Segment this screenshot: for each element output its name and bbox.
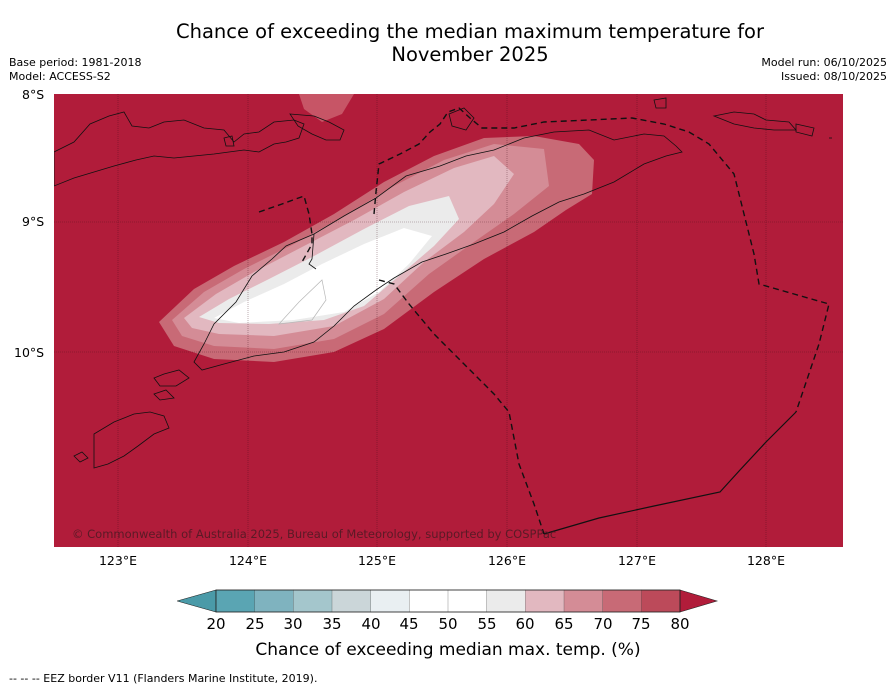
colorbar-bin [215,589,256,613]
issued-date: Issued: 08/10/2025 [780,70,887,83]
colorbar-bins [215,589,681,613]
model-name: Model: ACCESS-S2 [9,70,111,83]
eez-border [258,107,830,535]
coastlines [54,97,832,469]
colorbar-bin [447,589,488,613]
colorbar-tick: 65 [554,615,574,633]
base-period: Base period: 1981-2018 [9,56,142,69]
colorbar-bin [486,589,526,613]
colorbar-frame [215,589,681,613]
colorbar-bin [563,589,604,613]
colorbar-over-arrow [679,589,719,613]
colorbar-tick: 45 [399,615,419,633]
colorbar-bin [254,589,294,613]
colorbar-bin [409,589,449,613]
meta-right: Model run: 06/10/2025 Issued: 08/10/2025 [761,56,887,84]
lon-label-128e: 128°E [746,553,785,568]
lon-label-123e: 123°E [98,553,137,568]
chart-title: Chance of exceeding the median maximum t… [120,20,820,66]
map-panel: © Commonwealth of Australia 2025, Bureau… [54,94,843,547]
colorbar-bin [293,589,333,613]
colorbar-tick: 20 [206,615,226,633]
colorbar-tick: 80 [670,615,690,633]
meta-left: Base period: 1981-2018 Model: ACCESS-S2 [9,56,141,84]
colorbar-bin [525,589,565,613]
lat-label-8s: 8°S [22,87,45,102]
colorbar-bin [331,589,372,613]
colorbar-tick: 40 [361,615,381,633]
colorbar [177,589,719,613]
colorbar-tick: 30 [283,615,303,633]
colorbar-tick: 35 [322,615,342,633]
colorbar-tick: 60 [515,615,535,633]
colorbar-tick: 70 [593,615,613,633]
title-line-1: Chance of exceeding the median maximum t… [175,20,765,43]
lat-label-9s: 9°S [22,214,45,229]
lat-label-10s: 10°S [14,345,45,360]
coast-southeast [543,411,797,535]
colorbar-label: Chance of exceeding median max. temp. (%… [255,640,641,660]
colorbar-bin [370,589,410,613]
probability-contours [159,94,594,362]
footnote-eez: -- -- -- EEZ border V11 (Flanders Marine… [9,672,318,685]
graticule [54,94,843,547]
model-run: Model run: 06/10/2025 [761,56,887,69]
copyright-notice: © Commonwealth of Australia 2025, Bureau… [72,527,556,541]
lon-label-124e: 124°E [228,553,267,568]
colorbar-tick: 75 [631,615,651,633]
lon-label-127e: 127°E [617,553,656,568]
colorbar-bin [641,589,681,613]
title-line-2: November 2025 [391,43,549,66]
lon-label-126e: 126°E [487,553,526,568]
colorbar-bin [602,589,642,613]
colorbar-under-arrow [177,589,217,613]
colorbar-tick: 50 [438,615,458,633]
colorbar-tick: 55 [477,615,497,633]
lon-label-125e: 125°E [357,553,396,568]
colorbar-tick: 25 [245,615,265,633]
